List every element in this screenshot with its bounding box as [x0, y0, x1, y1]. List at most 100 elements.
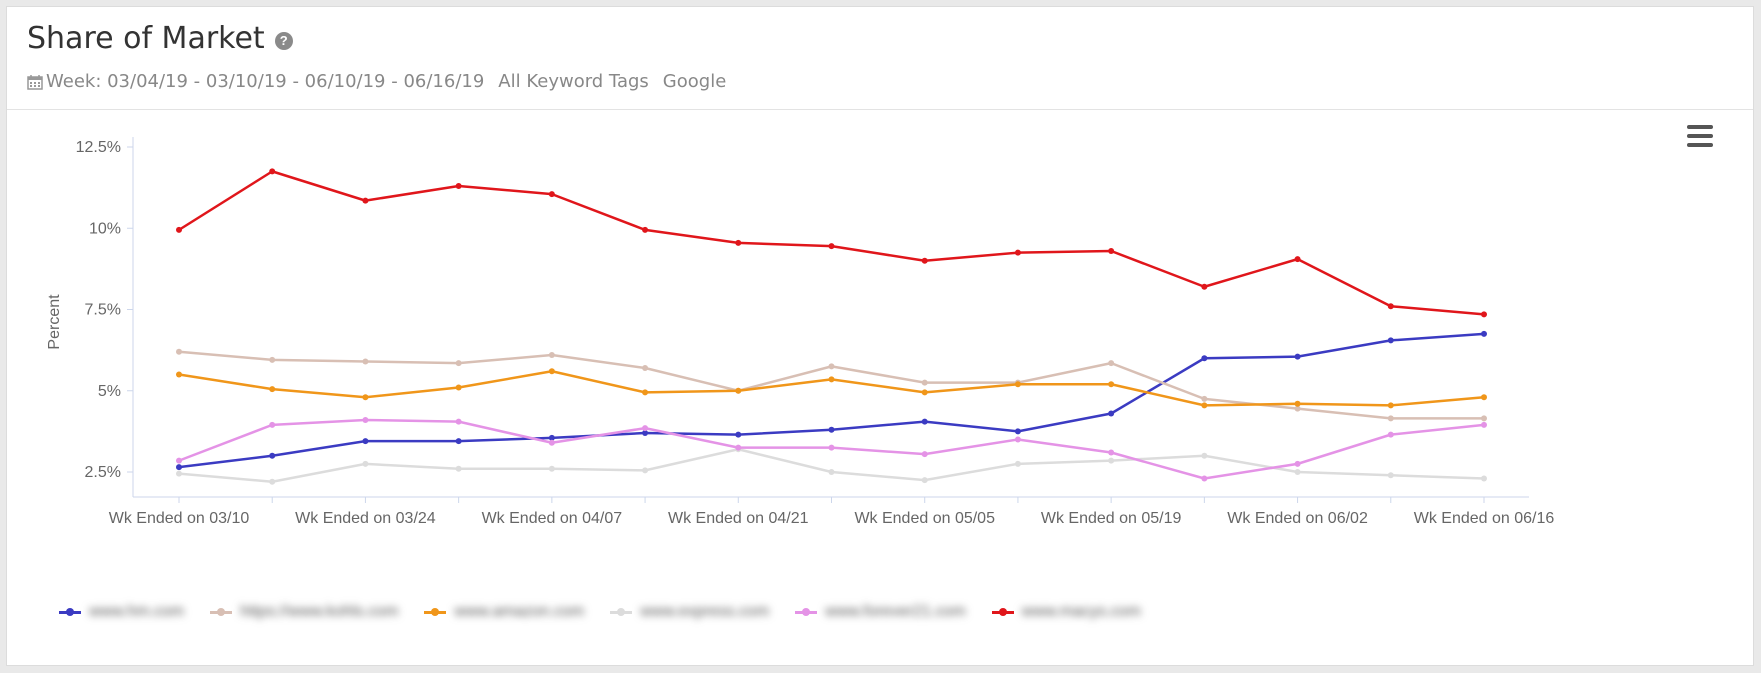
series-line-2[interactable]: [178, 370, 1485, 407]
data-point[interactable]: [1481, 330, 1487, 337]
data-point[interactable]: [269, 168, 276, 175]
data-point[interactable]: [642, 467, 649, 474]
legend-item[interactable]: www.forever21.com: [795, 603, 966, 621]
data-point[interactable]: [362, 358, 369, 365]
series-line-5[interactable]: [178, 170, 1485, 316]
data-point[interactable]: [362, 460, 369, 467]
legend-item[interactable]: www.macys.com: [991, 603, 1141, 621]
data-point[interactable]: [548, 191, 555, 198]
data-point[interactable]: [921, 257, 928, 264]
hamburger-menu-icon[interactable]: [1687, 125, 1713, 149]
data-point[interactable]: [548, 439, 555, 446]
data-point[interactable]: [1481, 421, 1487, 428]
data-point[interactable]: [828, 363, 835, 370]
data-point[interactable]: [362, 438, 369, 445]
data-point[interactable]: [1387, 303, 1394, 310]
data-point[interactable]: [455, 465, 462, 472]
legend-item[interactable]: www.hm.com: [59, 603, 184, 621]
data-point[interactable]: [642, 430, 649, 436]
data-point[interactable]: [735, 444, 742, 451]
legend-item[interactable]: www.amazon.com: [424, 603, 584, 621]
data-point[interactable]: [1014, 436, 1021, 443]
data-point[interactable]: [828, 243, 835, 250]
data-point[interactable]: [548, 434, 555, 441]
data-point[interactable]: [455, 384, 462, 391]
data-point[interactable]: [455, 360, 462, 367]
data-point[interactable]: [1387, 337, 1394, 344]
data-point[interactable]: [455, 438, 462, 445]
data-point[interactable]: [1108, 410, 1115, 417]
data-point[interactable]: [269, 386, 276, 393]
legend-swatch: [59, 607, 81, 616]
question-circle-icon[interactable]: ?: [274, 31, 293, 50]
data-point[interactable]: [1294, 256, 1301, 263]
data-point[interactable]: [269, 478, 276, 485]
data-point[interactable]: [921, 418, 928, 425]
data-point[interactable]: [642, 425, 649, 432]
data-point[interactable]: [735, 387, 742, 394]
data-point[interactable]: [1201, 475, 1208, 482]
data-point[interactable]: [548, 352, 555, 358]
data-point[interactable]: [921, 477, 928, 484]
data-point[interactable]: [1481, 394, 1487, 401]
data-point[interactable]: [176, 470, 182, 477]
data-point[interactable]: [176, 464, 182, 471]
data-point[interactable]: [176, 371, 182, 378]
data-point[interactable]: [269, 356, 276, 363]
data-point[interactable]: [828, 376, 835, 383]
data-point[interactable]: [828, 469, 835, 475]
series-line-1[interactable]: [178, 350, 1484, 420]
data-point[interactable]: [1108, 457, 1115, 464]
data-point[interactable]: [176, 226, 182, 233]
data-point[interactable]: [362, 417, 369, 423]
data-point[interactable]: [1387, 472, 1394, 479]
data-point[interactable]: [1014, 460, 1021, 467]
data-point[interactable]: [1108, 248, 1115, 254]
data-point[interactable]: [1294, 353, 1301, 360]
data-point[interactable]: [1481, 475, 1487, 482]
data-point[interactable]: [921, 379, 928, 386]
data-point[interactable]: [642, 365, 649, 371]
legend-item[interactable]: https://www.kohls.com: [210, 603, 398, 621]
data-point[interactable]: [1201, 283, 1208, 290]
data-point[interactable]: [642, 226, 649, 233]
legend-item[interactable]: www.express.com: [610, 603, 769, 621]
data-point[interactable]: [642, 389, 649, 396]
data-point[interactable]: [548, 465, 555, 472]
data-point[interactable]: [1014, 428, 1021, 435]
data-point[interactable]: [828, 426, 835, 433]
data-point[interactable]: [455, 183, 462, 189]
data-point[interactable]: [828, 444, 835, 451]
data-point[interactable]: [1014, 381, 1021, 388]
data-point[interactable]: [921, 451, 928, 458]
search-engine: Google: [662, 71, 727, 92]
data-point[interactable]: [1108, 360, 1115, 367]
data-point[interactable]: [1014, 249, 1021, 256]
data-point[interactable]: [1481, 415, 1487, 422]
data-point[interactable]: [1481, 311, 1487, 318]
data-point[interactable]: [1201, 395, 1208, 402]
data-point[interactable]: [921, 389, 928, 396]
data-point[interactable]: [176, 348, 182, 355]
data-point[interactable]: [735, 239, 742, 246]
data-point[interactable]: [362, 197, 369, 204]
data-point[interactable]: [1108, 381, 1115, 388]
data-point[interactable]: [362, 394, 369, 401]
data-point[interactable]: [1108, 449, 1115, 456]
data-point[interactable]: [1294, 405, 1301, 412]
data-point[interactable]: [455, 418, 462, 425]
data-point[interactable]: [176, 457, 182, 464]
data-point[interactable]: [1201, 355, 1208, 362]
data-point[interactable]: [1387, 402, 1394, 409]
data-point[interactable]: [1387, 431, 1394, 438]
data-point[interactable]: [548, 368, 555, 375]
data-point[interactable]: [1294, 460, 1301, 467]
data-point[interactable]: [1294, 400, 1301, 407]
data-point[interactable]: [1294, 469, 1301, 475]
data-point[interactable]: [269, 421, 276, 428]
data-point[interactable]: [1387, 415, 1394, 422]
data-point[interactable]: [735, 431, 742, 438]
data-point[interactable]: [1201, 452, 1208, 459]
data-point[interactable]: [269, 452, 276, 459]
data-point[interactable]: [1201, 402, 1208, 409]
